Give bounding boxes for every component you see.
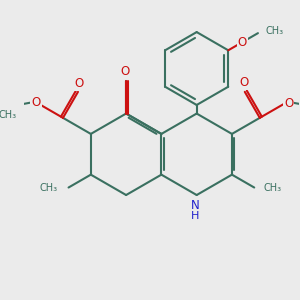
Text: O: O [32, 96, 40, 109]
Text: CH₃: CH₃ [264, 183, 282, 194]
Text: CH₃: CH₃ [266, 26, 284, 36]
Text: CH₃: CH₃ [0, 110, 17, 121]
Text: O: O [284, 97, 293, 110]
Text: O: O [75, 77, 84, 90]
Text: N: N [191, 199, 200, 212]
Text: H: H [191, 211, 200, 220]
Text: O: O [121, 65, 130, 79]
Text: O: O [238, 36, 247, 49]
Text: CH₃: CH₃ [40, 183, 58, 194]
Text: O: O [239, 76, 249, 89]
